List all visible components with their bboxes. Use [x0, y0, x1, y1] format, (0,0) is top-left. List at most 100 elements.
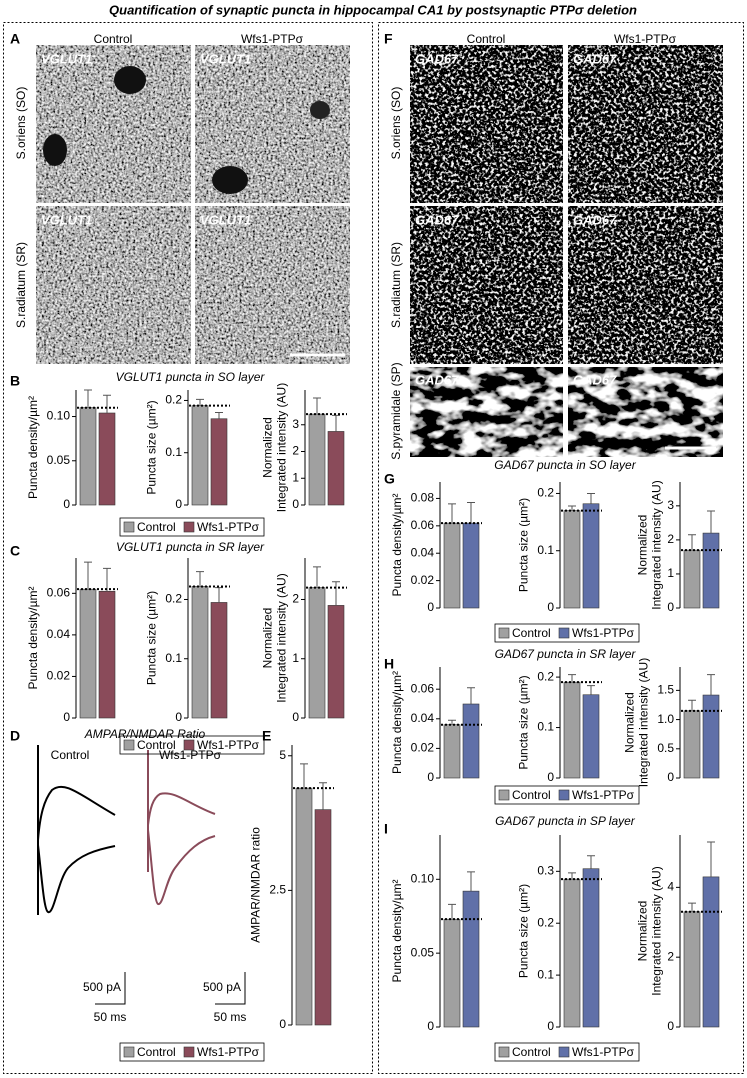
error-bar: [215, 587, 223, 603]
y-tick-label: 0.2: [537, 915, 554, 929]
y-tick-label: 2: [667, 949, 674, 963]
legend-label: Control: [137, 738, 176, 752]
y-tick-label: 0: [427, 1019, 434, 1033]
y-tick-label: 0.1: [165, 651, 182, 665]
y-axis-label: Puncta density/µm²: [390, 494, 404, 597]
legend-box: [494, 1042, 640, 1062]
trace-label: Control: [51, 748, 90, 762]
y-tick-label: 0.2: [165, 592, 182, 606]
column-header: Control: [94, 32, 133, 46]
error-bar: [707, 674, 715, 696]
y-tick-label: 0.02: [411, 573, 435, 587]
y-axis-label: Puncta size (µm²): [145, 400, 159, 494]
y-tick-label: 0: [667, 1019, 674, 1033]
y-tick-label: 0: [175, 497, 182, 511]
y-tick-label: 0: [292, 497, 299, 511]
error-bar: [448, 503, 456, 524]
micrograph: [566, 43, 725, 205]
bar: [443, 522, 461, 609]
bar: [191, 405, 209, 506]
bar: [582, 503, 600, 609]
soma: [212, 166, 248, 194]
error-bar: [84, 561, 92, 590]
legend-swatch: [558, 627, 570, 639]
micrograph: [408, 204, 565, 366]
error-bar: [313, 566, 321, 588]
y-tick-label: 2: [292, 444, 299, 458]
y-axis-label: Puncta density/µm²: [390, 671, 404, 774]
y-tick-label: 0.1: [537, 543, 554, 557]
y-axis-label: AMPAR/NMDAR ratio: [249, 827, 263, 943]
error-bar: [688, 902, 696, 912]
panel-letter: G: [384, 471, 395, 487]
y-tick-label: 0.04: [411, 545, 435, 559]
y-axis-label: Normalized: [636, 515, 650, 576]
y-axis-label: Normalized: [636, 901, 650, 962]
panel-letter: E: [262, 728, 271, 744]
column-header: Wfs1-PTPσ: [241, 32, 304, 46]
y-tick-label: 1: [292, 651, 299, 665]
column-header: Wfs1-PTPσ: [614, 32, 677, 46]
legend-swatch: [498, 627, 510, 639]
y-tick-label: 5: [279, 748, 286, 762]
error-bar: [103, 394, 111, 413]
error-bar: [319, 782, 327, 810]
legend-box: [494, 623, 640, 643]
y-axis-label: Integrated intensity (AU): [637, 658, 651, 787]
bar: [314, 809, 332, 1026]
micrograph: [566, 365, 725, 459]
y-tick-label: 0.1: [165, 445, 182, 459]
scale-label: 500 pA: [203, 980, 241, 994]
y-tick-label: 0: [427, 770, 434, 784]
y-axis-label: Normalized: [261, 417, 275, 478]
y-tick-label: 0: [547, 770, 554, 784]
micrograph: [566, 204, 725, 366]
y-tick-label: 0.1: [537, 720, 554, 734]
y-tick-label: 0.02: [47, 669, 71, 683]
group-title: VGLUT1 puncta in SO layer: [116, 370, 266, 384]
bar: [462, 703, 480, 779]
bar: [308, 413, 326, 506]
y-tick-label: 1: [667, 566, 674, 580]
y-tick-label: 0.2: [165, 393, 182, 407]
bar: [443, 918, 461, 1028]
y-tick-label: 0.3: [537, 863, 554, 877]
panel-letter: C: [10, 543, 20, 559]
legend-label: Wfs1-PTPσ: [197, 520, 260, 534]
stain-label: GAD67: [573, 372, 617, 387]
bar: [563, 878, 581, 1028]
panel-letter: A: [10, 31, 20, 47]
bar: [702, 694, 720, 779]
row-label: S.radiatum (SR): [389, 242, 403, 328]
bar: [582, 868, 600, 1028]
panel-letter: H: [384, 656, 394, 672]
y-tick-label: 2: [292, 592, 299, 606]
stain-label: VGLUT1: [41, 51, 92, 66]
group-title: GAD67 puncta in SR layer: [495, 647, 637, 661]
error-bar: [467, 502, 475, 524]
y-axis-label: Integrated intensity (AU): [275, 383, 289, 512]
y-axis-label: Puncta density/µm²: [26, 587, 40, 690]
legend-swatch: [558, 1046, 570, 1058]
legend-box: [494, 785, 640, 805]
y-axis-label: Integrated intensity (AU): [650, 866, 664, 995]
bar: [295, 787, 313, 1026]
bar: [683, 710, 701, 779]
micrograph: [34, 204, 193, 366]
micrograph: [193, 204, 352, 366]
error-bar: [467, 687, 475, 704]
legend-swatch: [123, 521, 135, 533]
scale-bar: [215, 972, 246, 1005]
error-bar: [448, 903, 456, 920]
stain-label: GAD67: [415, 372, 459, 387]
bar: [98, 412, 116, 506]
legend-swatch: [183, 739, 195, 751]
legend-swatch: [183, 521, 195, 533]
stain-label: VGLUT1: [200, 212, 251, 227]
trace-nmda: [37, 785, 116, 841]
stain-label: GAD67: [573, 51, 617, 66]
y-tick-label: 2.5: [269, 883, 286, 897]
left-frame: [3, 22, 373, 1074]
error-bar: [587, 685, 595, 695]
